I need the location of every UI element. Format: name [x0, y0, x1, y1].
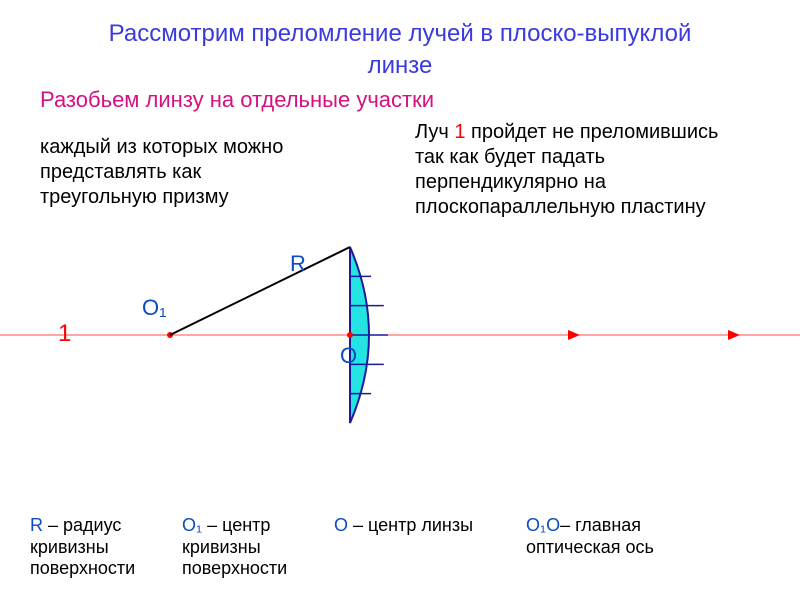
slide-subtitle: Разобьем линзу на отдельные участки	[0, 83, 800, 113]
legend-O: O – центр линзы	[334, 515, 504, 580]
title-line2: линзе	[368, 52, 433, 79]
right-pre: Луч	[415, 121, 454, 143]
legend-O1O: O₁O– главная оптическая ось	[526, 515, 716, 580]
label-O1: O₁	[142, 295, 167, 321]
lens-diagram: R O₁ O 1	[0, 215, 800, 445]
legend-O1-symbol: O₁	[182, 515, 202, 535]
legend-R: R – радиус кривизны поверхности	[30, 515, 160, 580]
legend-O-symbol: O	[334, 515, 348, 535]
ray-1-inline-number: 1	[454, 121, 465, 143]
legend-row: R – радиус кривизны поверхности O₁ – цен…	[0, 515, 800, 580]
slide-title: Рассмотрим преломление лучей в плоско-вы…	[0, 0, 800, 83]
legend-O-text: – центр линзы	[348, 515, 473, 535]
label-ray-1: 1	[58, 320, 71, 348]
diagram-svg	[0, 215, 800, 445]
title-line1: Рассмотрим преломление лучей в плоско-вы…	[109, 20, 692, 47]
legend-O1: O₁ – центр кривизны поверхности	[182, 515, 312, 580]
legend-R-text: – радиус кривизны поверхности	[30, 515, 135, 578]
right-paragraph: Луч 1 пройдет не преломившись так как бу…	[415, 120, 750, 220]
left-paragraph: каждый из которых можно представлять как…	[40, 135, 320, 210]
label-R: R	[290, 251, 306, 277]
legend-O1O-symbol: O₁O	[526, 515, 560, 535]
legend-R-symbol: R	[30, 515, 43, 535]
label-O: O	[340, 343, 357, 369]
